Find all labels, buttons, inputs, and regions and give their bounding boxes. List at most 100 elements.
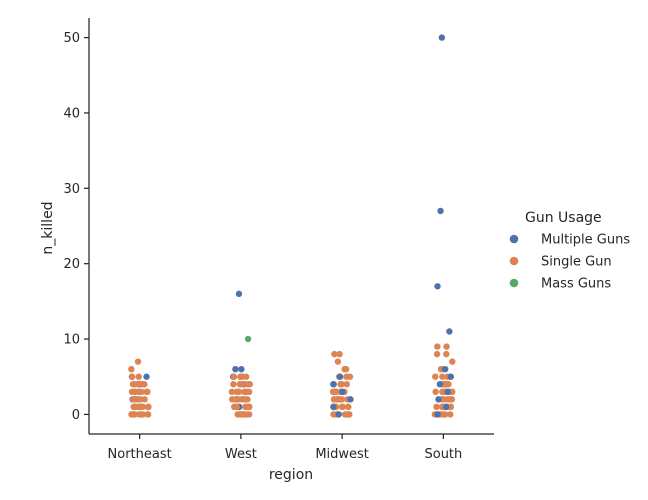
single-gun-point — [236, 411, 243, 418]
single-gun-point — [235, 388, 242, 395]
single-gun-point — [133, 396, 141, 403]
single-gun-point — [439, 388, 446, 395]
single-gun-point — [145, 403, 152, 411]
single-gun-point — [334, 358, 342, 365]
multiple-guns-point — [437, 207, 444, 215]
y-tick-label: 50 — [63, 31, 80, 46]
single-gun-point — [230, 381, 237, 388]
multiple-guns-point — [330, 403, 337, 411]
multiple-guns-point — [434, 283, 441, 290]
multiple-guns-point — [347, 396, 354, 403]
single-gun-point — [433, 403, 440, 411]
single-gun-point — [432, 388, 439, 395]
single-gun-point — [449, 358, 456, 365]
single-gun-point — [130, 403, 137, 411]
single-gun-point — [236, 381, 244, 388]
single-gun-point — [143, 388, 150, 395]
legend-marker — [509, 234, 519, 244]
single-gun-point — [232, 396, 239, 403]
legend: Gun Usage Multiple Guns Single Gun Mass Gu… — [509, 210, 630, 292]
y-axis-title: n_killed — [40, 201, 56, 254]
single-gun-point — [331, 388, 339, 395]
single-gun-point — [138, 388, 145, 395]
single-gun-point — [443, 343, 450, 350]
single-gun-point — [134, 358, 142, 365]
single-gun-point — [447, 411, 454, 418]
single-gun-point — [341, 365, 348, 373]
single-gun-point — [432, 373, 439, 380]
multiple-guns-point — [238, 365, 245, 373]
multiple-guns-point — [235, 290, 243, 298]
multiple-guns-point — [143, 373, 150, 380]
y-tick-label: 20 — [63, 257, 80, 272]
y-tick-label: 30 — [63, 182, 80, 197]
single-gun-point — [345, 403, 352, 411]
multiple-guns-point — [436, 381, 444, 388]
single-gun-point — [237, 373, 244, 380]
single-gun-point — [439, 373, 446, 380]
legend-marker — [509, 278, 519, 288]
plot-points — [128, 34, 456, 418]
single-gun-point — [233, 403, 240, 411]
single-gun-point — [141, 396, 148, 403]
single-gun-point — [128, 373, 136, 380]
single-gun-point — [131, 381, 138, 388]
multiple-guns-point — [441, 365, 449, 373]
single-gun-point — [445, 381, 452, 388]
legend-title: Gun Usage — [525, 210, 602, 226]
single-gun-point — [338, 403, 346, 411]
single-gun-point — [346, 373, 354, 380]
multiple-guns-point — [336, 373, 344, 380]
single-gun-point — [144, 411, 152, 418]
multiple-guns-point — [335, 411, 342, 418]
legend-label: Multiple Guns — [541, 233, 630, 248]
single-gun-point — [338, 381, 345, 388]
multiple-guns-point — [447, 373, 455, 380]
single-gun-point — [447, 396, 455, 403]
single-gun-point — [243, 373, 250, 380]
single-gun-point — [245, 403, 252, 411]
single-gun-point — [128, 365, 135, 373]
single-gun-point — [336, 350, 343, 358]
x-axis-title: region — [269, 467, 313, 483]
single-gun-point — [245, 388, 253, 395]
x-tick-label: South — [424, 447, 462, 462]
multiple-guns-point — [434, 411, 441, 418]
y-tick-label: 0 — [72, 408, 80, 423]
multiple-guns-point — [443, 403, 450, 411]
legend-label: Mass Guns — [541, 277, 611, 292]
x-tick-label: Northeast — [108, 447, 172, 462]
single-gun-point — [331, 350, 338, 358]
single-gun-point — [343, 381, 350, 388]
single-gun-point — [129, 411, 136, 418]
x-tick-label: West — [225, 447, 257, 462]
single-gun-point — [344, 411, 352, 418]
multiple-guns-point — [330, 381, 337, 388]
y-tick-label: 40 — [63, 106, 80, 121]
single-gun-point — [440, 411, 448, 418]
single-gun-point — [434, 343, 441, 350]
single-gun-point — [136, 411, 143, 418]
single-gun-point — [139, 403, 146, 411]
single-gun-point — [135, 373, 142, 380]
mass-guns-point — [244, 335, 252, 343]
multiple-guns-point — [435, 396, 442, 403]
single-gun-point — [228, 388, 236, 395]
y-axis-ticks: 0 10 20 30 40 50 — [63, 31, 89, 423]
single-gun-point — [230, 373, 238, 380]
single-gun-point — [139, 381, 146, 388]
single-gun-point — [131, 388, 139, 395]
x-tick-label: Midwest — [315, 447, 369, 462]
multiple-guns-point — [339, 388, 346, 395]
multiple-guns-point — [232, 365, 239, 373]
single-gun-point — [433, 350, 441, 358]
multiple-guns-point — [446, 328, 453, 335]
legend-label: Single Gun — [541, 255, 612, 270]
single-gun-point — [443, 350, 450, 358]
single-gun-point — [335, 396, 342, 403]
single-gun-point — [243, 411, 251, 418]
single-gun-point — [244, 381, 251, 388]
multiple-guns-point — [444, 388, 451, 395]
y-tick-label: 10 — [63, 333, 80, 348]
